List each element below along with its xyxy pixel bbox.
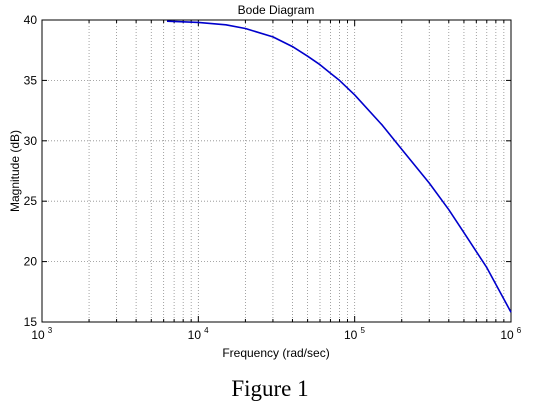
- x-tick-label-exponent: 3: [48, 326, 53, 335]
- x-tick-label-exponent: 6: [517, 326, 522, 335]
- series-group: [166, 20, 512, 313]
- figure-caption: Figure 1: [231, 376, 309, 401]
- grid-lines: [42, 20, 511, 322]
- y-tick-label: 20: [24, 255, 38, 269]
- x-axis-label: Frequency (rad/sec): [222, 346, 329, 360]
- series-line: [166, 20, 512, 313]
- x-tick-label: 10: [188, 328, 202, 342]
- plot-area: [41, 19, 512, 323]
- axis-ticks: [41, 19, 511, 323]
- y-tick-label: 15: [24, 315, 38, 329]
- y-tick-label: 35: [24, 73, 38, 87]
- y-tick-label: 25: [24, 194, 38, 208]
- chart-title: Bode Diagram: [238, 3, 315, 17]
- y-tick-label: 40: [24, 13, 38, 27]
- y-axis-label: Magnitude (dB): [8, 130, 22, 212]
- x-tick-label: 10: [500, 328, 514, 342]
- x-tick-label: 10: [344, 328, 358, 342]
- x-tick-label: 10: [31, 328, 45, 342]
- y-tick-label: 30: [24, 134, 38, 148]
- x-tick-label-exponent: 4: [204, 326, 209, 335]
- x-tick-label-exponent: 5: [360, 326, 365, 335]
